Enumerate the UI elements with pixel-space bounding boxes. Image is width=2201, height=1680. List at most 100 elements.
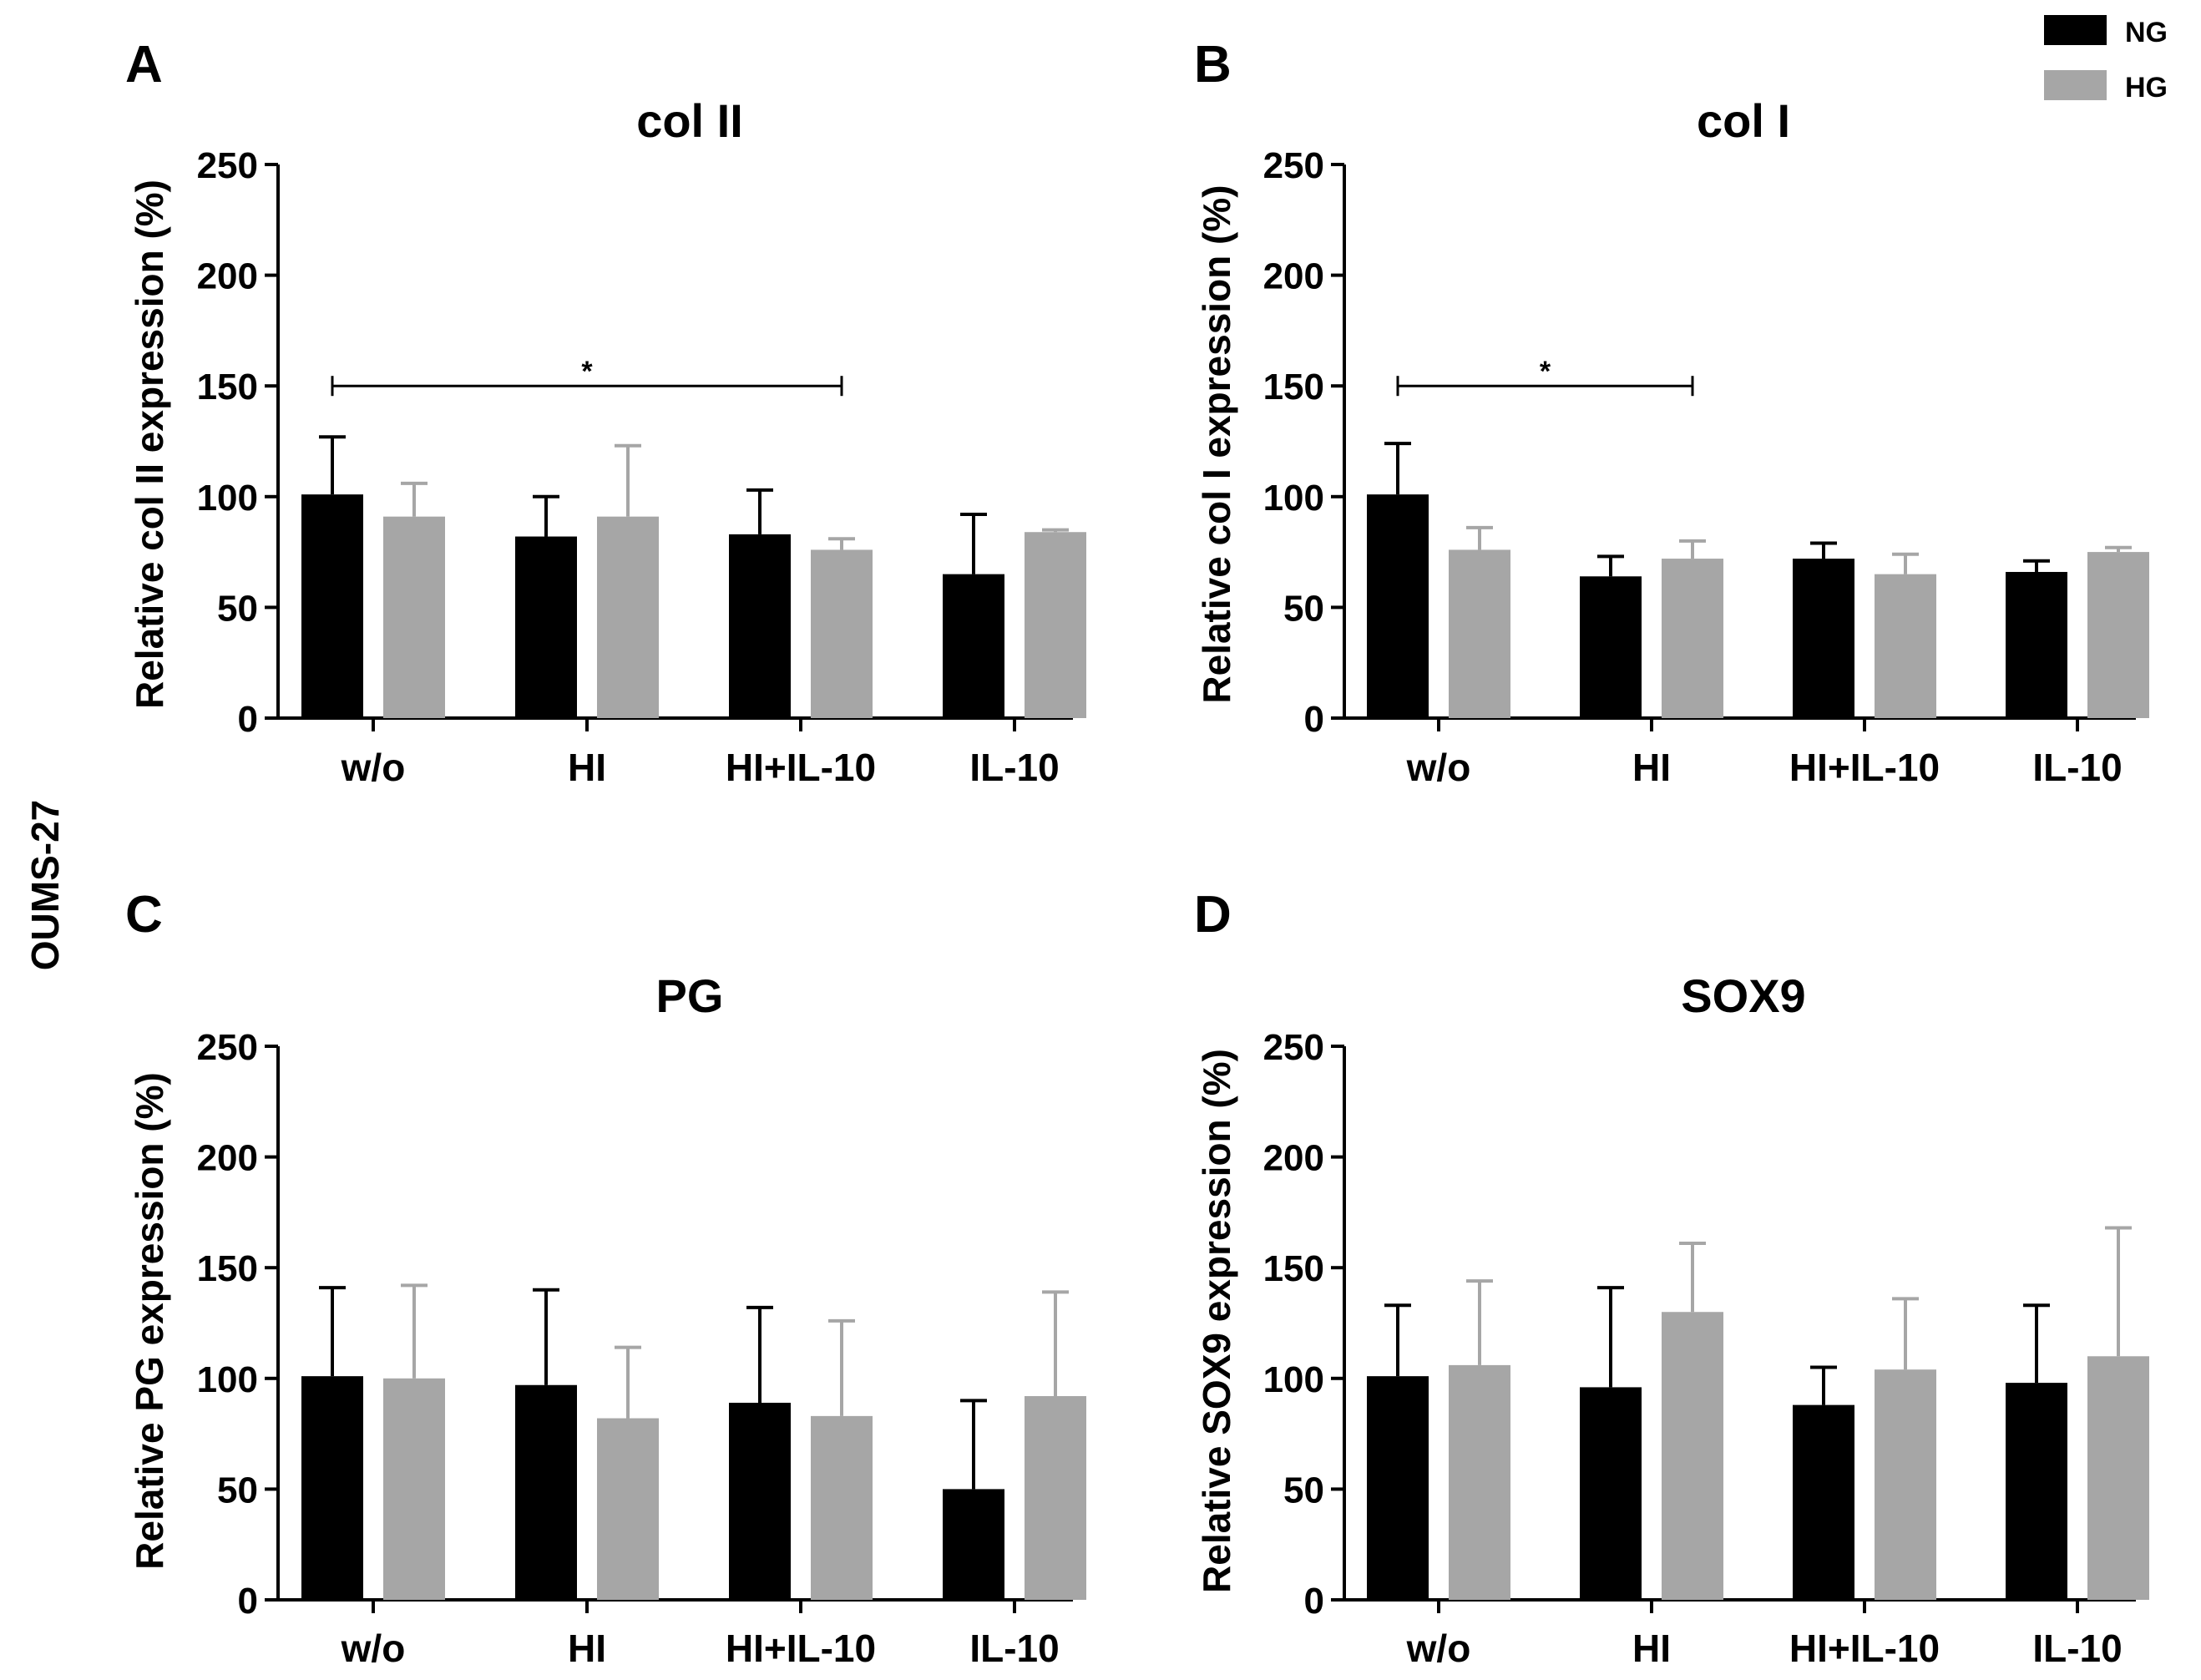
figure-side-label: OUMS-27 xyxy=(23,800,67,970)
chart-title: PG xyxy=(656,969,724,1022)
bar-ng xyxy=(2006,571,2067,718)
y-tick-label: 50 xyxy=(1283,588,1324,629)
chart-title: col II xyxy=(636,94,743,147)
y-tick-label: 250 xyxy=(1263,1027,1324,1068)
y-tick-label: 50 xyxy=(217,1470,258,1510)
x-tick-label: HI+IL-10 xyxy=(1789,1627,1940,1670)
bar-hg xyxy=(1449,549,1510,718)
y-tick-label: 50 xyxy=(1283,1470,1324,1510)
y-tick-label: 200 xyxy=(1263,256,1324,297)
chart-title: col I xyxy=(1697,94,1790,147)
y-tick-label: 200 xyxy=(197,1138,258,1179)
bar-hg xyxy=(383,516,445,718)
bar-ng xyxy=(1793,559,1854,718)
panel-letter: C xyxy=(125,886,163,944)
panel-b: B col I Relative col I expression (%) 0 5… xyxy=(1194,36,2149,789)
significance-marker: * xyxy=(581,356,593,387)
y-tick-label: 100 xyxy=(1263,478,1324,519)
x-tick-label: HI xyxy=(1632,1627,1671,1670)
plot-area: 0 50 100 150 200 250 * xyxy=(1263,145,2149,740)
bar-hg xyxy=(811,549,873,718)
panel-a: A col II Relative col II expression (%) … xyxy=(125,36,1086,789)
y-tick-label: 100 xyxy=(1263,1359,1324,1400)
y-axis-label: Relative SOX9 expression (%) xyxy=(1195,1049,1238,1593)
bar-ng xyxy=(515,536,577,718)
bar-ng xyxy=(729,1402,791,1600)
bar-hg xyxy=(1025,1396,1086,1600)
y-tick-label: 250 xyxy=(1263,145,1324,186)
bar-ng xyxy=(1367,1376,1429,1600)
chart-title: SOX9 xyxy=(1681,969,1805,1022)
y-tick-label: 150 xyxy=(197,367,258,407)
bar-hg xyxy=(1875,574,1936,718)
y-tick-label: 100 xyxy=(197,478,258,519)
bar-hg xyxy=(383,1378,445,1600)
panel-d: D SOX9 Relative SOX9 expression (%) 0 50 1… xyxy=(1194,886,2149,1670)
bar-hg xyxy=(1662,559,1723,718)
bar-ng xyxy=(943,1489,1004,1600)
legend-swatch-ng xyxy=(2044,15,2107,45)
legend-label-ng: NG xyxy=(2125,17,2168,48)
bar-ng xyxy=(2006,1383,2067,1600)
x-tick-label: IL-10 xyxy=(969,746,1059,789)
panel-letter: B xyxy=(1194,36,1232,94)
y-axis-label: Relative col II expression (%) xyxy=(128,180,171,709)
y-tick-label: 200 xyxy=(197,256,258,297)
bar-hg xyxy=(1875,1369,1936,1600)
legend-label-hg: HG xyxy=(2125,72,2168,104)
plot-area: 0 50 100 150 200 250 xyxy=(197,1027,1086,1622)
panel-letter: A xyxy=(125,36,163,94)
y-tick-label: 0 xyxy=(1304,1581,1324,1622)
x-tick-label: HI xyxy=(568,746,606,789)
bar-ng xyxy=(301,494,363,718)
y-tick-label: 0 xyxy=(238,699,258,740)
y-tick-label: 50 xyxy=(217,588,258,629)
plot-area: 0 50 100 150 200 250 * xyxy=(197,145,1086,740)
y-tick-label: 150 xyxy=(1263,367,1324,407)
x-tick-label: w/o xyxy=(341,746,406,789)
y-tick-label: 100 xyxy=(197,1359,258,1400)
y-axis-label: Relative col I expression (%) xyxy=(1195,185,1238,703)
bar-ng xyxy=(1580,576,1642,718)
bar-ng xyxy=(1793,1404,1854,1600)
x-tick-label: HI+IL-10 xyxy=(1789,746,1940,789)
y-tick-label: 150 xyxy=(1263,1248,1324,1289)
x-tick-label: HI+IL-10 xyxy=(726,1627,876,1670)
x-tick-label: HI xyxy=(1632,746,1671,789)
y-tick-label: 250 xyxy=(197,1027,258,1068)
significance-marker: * xyxy=(1540,356,1551,387)
bar-ng xyxy=(729,534,791,718)
x-tick-label: HI xyxy=(568,1627,606,1670)
y-tick-label: 0 xyxy=(1304,699,1324,740)
bar-ng xyxy=(515,1384,577,1600)
bar-hg xyxy=(597,1418,659,1600)
x-tick-label: IL-10 xyxy=(2032,1627,2122,1670)
plot-area: 0 50 100 150 200 250 xyxy=(1263,1027,2149,1622)
bar-ng xyxy=(1580,1387,1642,1600)
x-tick-label: w/o xyxy=(1406,746,1471,789)
y-tick-label: 250 xyxy=(197,145,258,186)
bar-hg xyxy=(1449,1364,1510,1600)
x-tick-label: IL-10 xyxy=(2032,746,2122,789)
y-tick-label: 150 xyxy=(197,1248,258,1289)
y-tick-label: 0 xyxy=(238,1581,258,1622)
x-tick-label: w/o xyxy=(1406,1627,1471,1670)
bar-hg xyxy=(1025,532,1086,718)
bar-hg xyxy=(2087,1356,2149,1600)
bar-ng xyxy=(943,574,1004,718)
bar-hg xyxy=(811,1415,873,1600)
x-tick-label: w/o xyxy=(341,1627,406,1670)
bar-hg xyxy=(2087,552,2149,718)
bar-ng xyxy=(301,1376,363,1600)
bar-hg xyxy=(597,516,659,718)
legend-swatch-hg xyxy=(2044,70,2107,100)
bar-hg xyxy=(1662,1312,1723,1600)
bar-ng xyxy=(1367,494,1429,718)
y-axis-label: Relative PG expression (%) xyxy=(128,1072,171,1570)
y-tick-label: 200 xyxy=(1263,1138,1324,1179)
x-tick-label: HI+IL-10 xyxy=(726,746,876,789)
legend: NG HG xyxy=(2044,15,2168,104)
x-tick-label: IL-10 xyxy=(969,1627,1059,1670)
panel-letter: D xyxy=(1194,886,1232,944)
